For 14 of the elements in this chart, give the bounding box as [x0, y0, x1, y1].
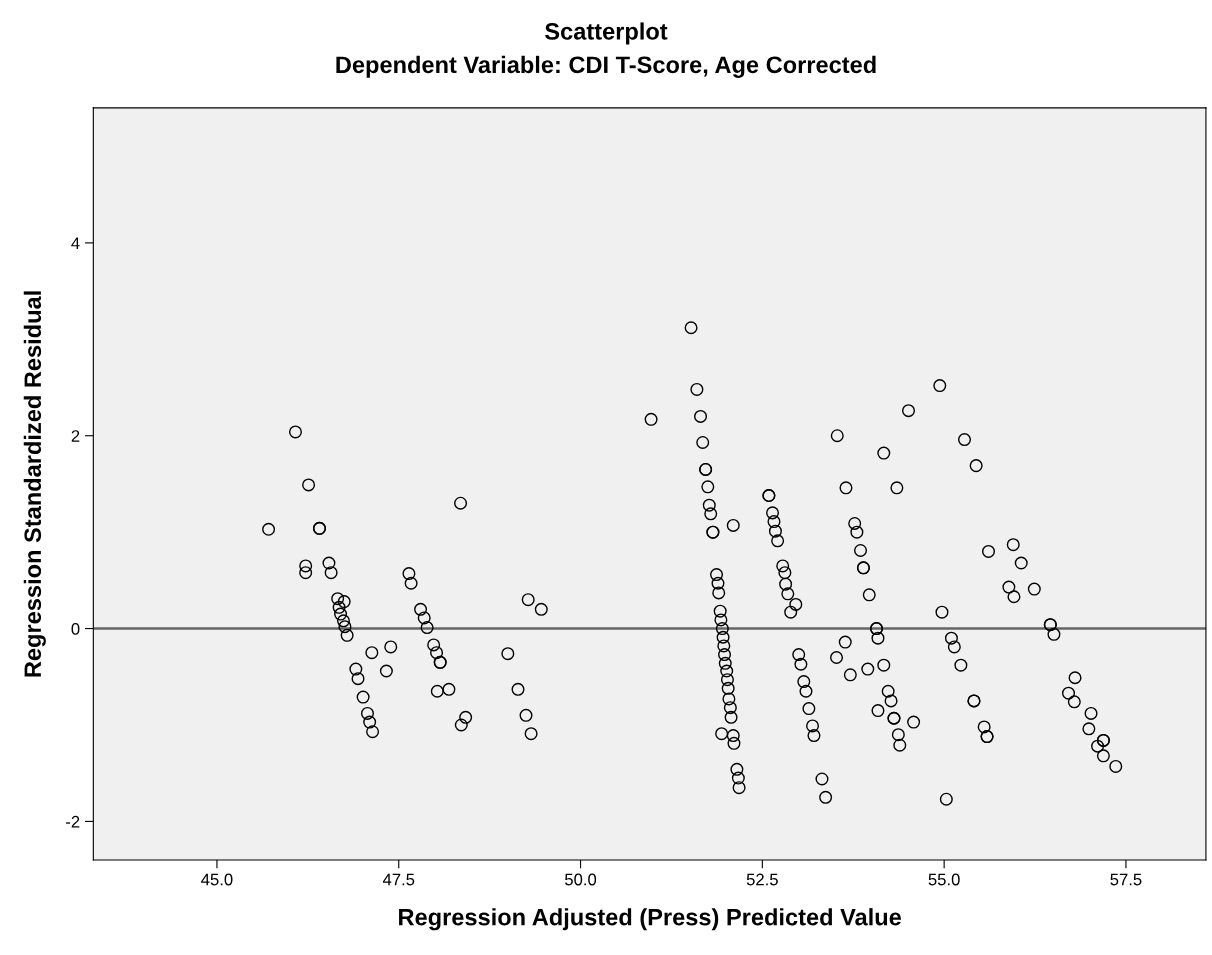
x-tick-label: 50.0: [565, 873, 597, 886]
x-tick-label: 45.0: [201, 873, 233, 886]
x-tick-label: 57.5: [1110, 873, 1142, 886]
y-tick-label: 4: [71, 237, 80, 249]
x-tick-label: 52.5: [746, 873, 778, 886]
y-tick-label: 0: [71, 622, 80, 635]
chart-subtitle: Dependent Variable: CDI T-Score, Age Corrected: [336, 55, 876, 78]
chart-title: Scatterplot: [545, 22, 668, 45]
x-axis-title: Regression Adjusted (Press) Predicted Value: [399, 908, 901, 931]
y-tick-label: -2: [66, 815, 80, 828]
x-tick-label: 47.5: [382, 873, 415, 886]
x-tick-label: 55.0: [928, 873, 960, 886]
y-axis-title: Regression Standardized Residual: [23, 291, 46, 677]
y-tick-label: 2: [71, 430, 80, 442]
